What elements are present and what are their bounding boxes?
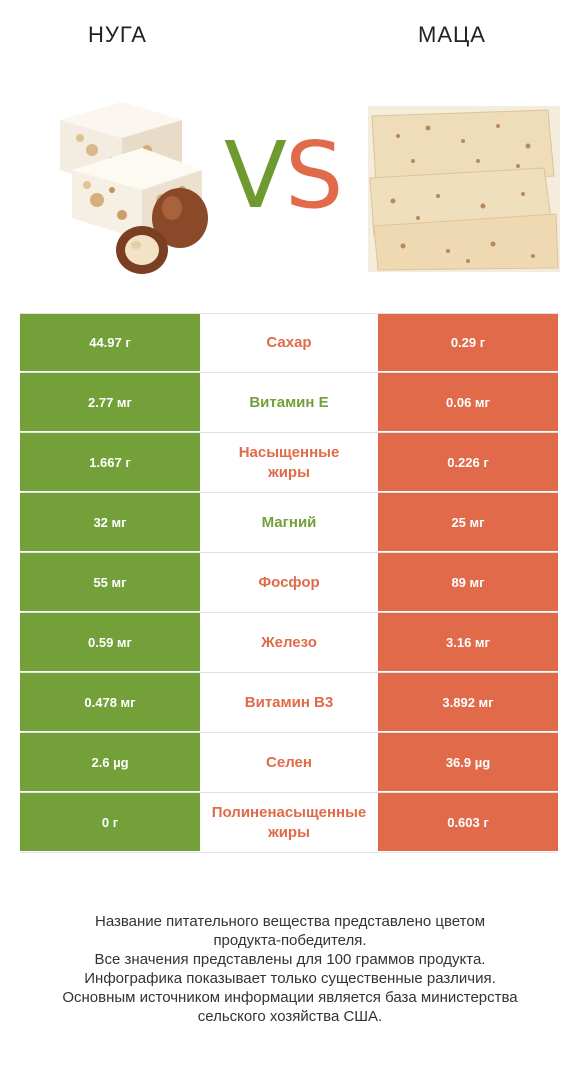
- table-row: 0.478 мг Витамин B3 3.892 мг: [20, 673, 558, 733]
- table-row: 44.97 г Сахар 0.29 г: [20, 313, 558, 373]
- nutrient-label: Магний: [261, 513, 317, 531]
- nutrient-label: Витамин B3: [244, 693, 334, 711]
- table-row: 1.667 г Насыщенные жиры 0.226 г: [20, 433, 558, 493]
- nutrient-label: Полиненасыщенные жиры: [211, 803, 367, 841]
- left-value: 2.6 µg: [20, 733, 200, 792]
- right-value: 89 мг: [378, 553, 558, 612]
- left-value: 0.59 мг: [20, 613, 200, 672]
- nutrient-label: Фосфор: [258, 573, 320, 591]
- left-value: 55 мг: [20, 553, 200, 612]
- table-row: 0.59 мг Железо 3.16 мг: [20, 613, 558, 673]
- nutrient-comparison-table: 44.97 г Сахар 0.29 г 2.77 мг Витамин E 0.06 м…: [20, 313, 558, 853]
- nougat-image: [60, 102, 208, 274]
- table-row: 55 мг Фосфор 89 мг: [20, 553, 558, 613]
- nutrient-label: Сахар: [266, 334, 312, 351]
- right-value: 25 мг: [378, 493, 558, 552]
- footer-notes: Название питательного вещества представл…: [0, 912, 580, 1026]
- left-value: 44.97 г: [20, 314, 200, 372]
- right-value: 36.9 µg: [378, 733, 558, 792]
- right-product-title: МАЦА: [418, 22, 486, 47]
- nutrient-label: Насыщенные жиры: [238, 443, 340, 481]
- left-value: 2.77 мг: [20, 373, 200, 432]
- nutrient-label: Витамин E: [249, 393, 329, 411]
- nutrient-label: Железо: [261, 633, 317, 651]
- vs-letter-s: S: [284, 122, 343, 229]
- footer-line: сельского хозяйства США.: [197, 1008, 383, 1025]
- right-value: 0.06 мг: [378, 373, 558, 432]
- right-value: 0.226 г: [378, 433, 558, 492]
- table-row: 2.6 µg Селен 36.9 µg: [20, 733, 558, 793]
- nutrient-label: Селен: [266, 753, 312, 771]
- left-value: 0 г: [20, 793, 200, 852]
- right-value: 3.892 мг: [378, 673, 558, 732]
- matzo-image: [368, 106, 560, 272]
- footer-line: Все значения представлены для 100 граммо…: [94, 951, 486, 968]
- left-value: 32 мг: [20, 493, 200, 552]
- table-row: 32 мг Магний 25 мг: [20, 493, 558, 553]
- left-product-title: НУГА: [88, 22, 147, 47]
- footer-line: Инфографика показывает только существенн…: [84, 970, 496, 987]
- right-value: 0.603 г: [378, 793, 558, 852]
- versus-label: VS: [224, 130, 343, 222]
- footer-line: Основным источником информации является …: [62, 989, 518, 1006]
- left-value: 1.667 г: [20, 433, 200, 492]
- table-row: 0 г Полиненасыщенные жиры 0.603 г: [20, 793, 558, 853]
- table-row: 2.77 мг Витамин E 0.06 мг: [20, 373, 558, 433]
- left-value: 0.478 мг: [20, 673, 200, 732]
- right-value: 3.16 мг: [378, 613, 558, 672]
- footer-line: продукта-победителя.: [213, 932, 367, 949]
- vs-letter-v: V: [224, 122, 287, 229]
- right-value: 0.29 г: [378, 314, 558, 372]
- footer-line: Название питательного вещества представл…: [94, 913, 486, 930]
